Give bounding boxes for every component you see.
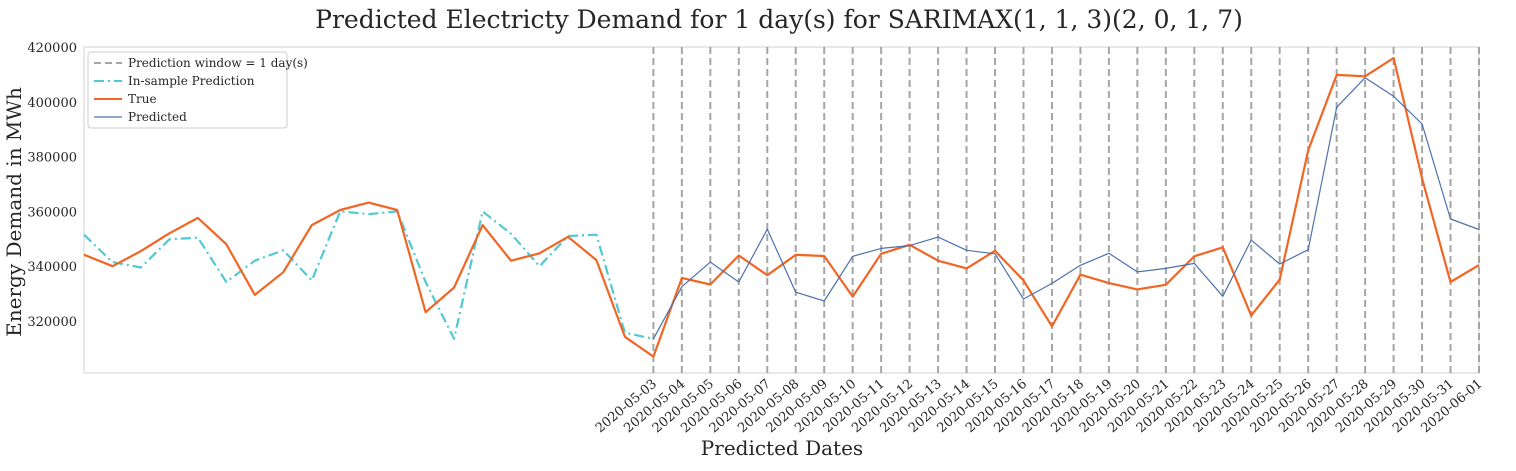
series-line-predicted xyxy=(652,77,1480,340)
y-tick-label: 420000 xyxy=(27,41,77,56)
y-tick-label: 320000 xyxy=(27,315,77,330)
legend-label: In-sample Prediction xyxy=(128,74,255,88)
y-tick-label: 400000 xyxy=(27,96,77,111)
y-axis-label: Energy Demand in MWh xyxy=(2,87,26,337)
y-tick-label: 360000 xyxy=(27,205,77,220)
series-line-true xyxy=(83,56,1480,358)
plot-frame xyxy=(83,46,1480,374)
legend-label: True xyxy=(128,92,157,106)
legend-box xyxy=(87,51,288,129)
y-tick-label: 380000 xyxy=(27,151,77,166)
series-line-in-sample-prediction xyxy=(83,210,654,340)
y-tick-label: 340000 xyxy=(27,260,77,275)
legend-label: Predicted xyxy=(128,110,187,124)
chart-title: Predicted Electricty Demand for 1 day(s)… xyxy=(315,5,1243,34)
x-axis-label: Predicted Dates xyxy=(701,436,863,460)
legend-label: Prediction window = 1 day(s) xyxy=(128,56,308,70)
legend: Prediction window = 1 day(s) In-sample Pr… xyxy=(87,51,308,129)
